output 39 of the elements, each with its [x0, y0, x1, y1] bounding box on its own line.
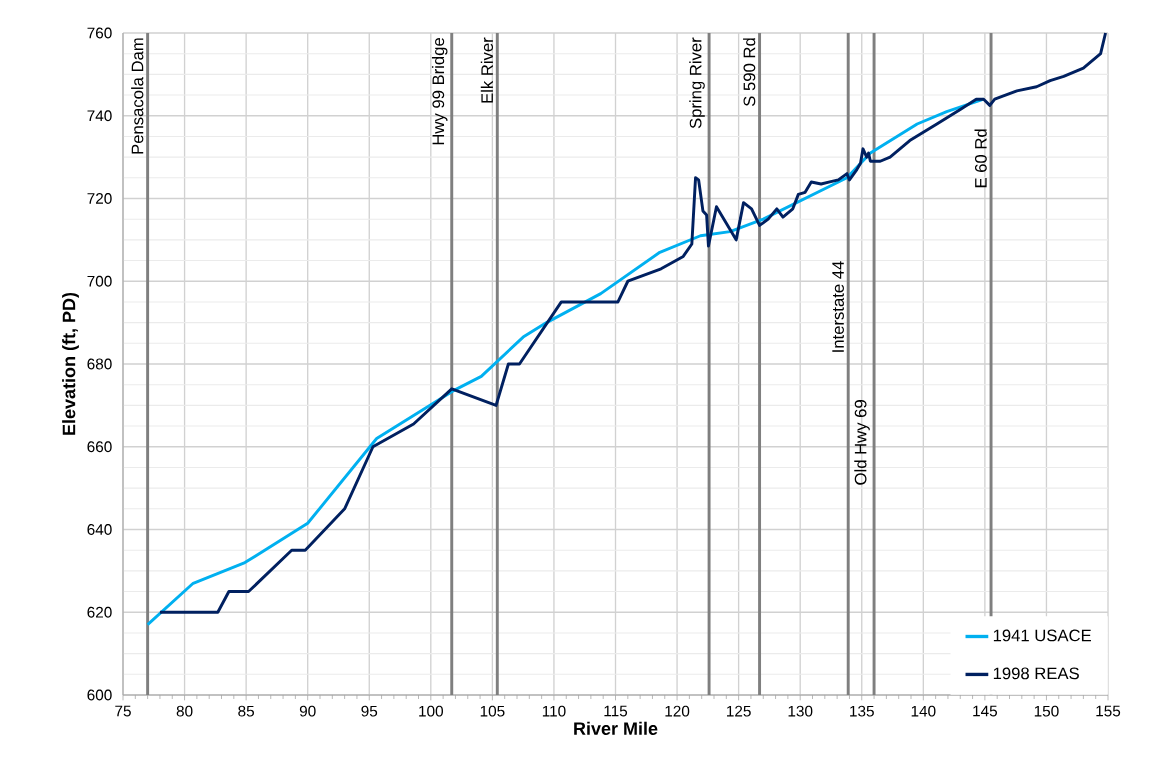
y-tick-label: 680	[87, 358, 112, 370]
x-tick-label: 145	[973, 705, 998, 717]
y-tick-label: 660	[87, 441, 112, 453]
y-tick-label: 700	[87, 275, 112, 287]
y-tick-label: 740	[87, 110, 112, 122]
legend-label: 1941 USACE	[993, 629, 1091, 642]
ref-line-label: E 60 Rd	[974, 129, 987, 188]
ref-line-label: S 590 Rd	[743, 38, 756, 106]
legend-label: 1998 REAS	[993, 667, 1079, 680]
y-tick-label: 620	[87, 606, 112, 618]
x-tick-label: 105	[480, 705, 505, 717]
ref-line-label: Spring River	[689, 37, 705, 129]
x-tick-label: 140	[911, 705, 936, 717]
ref-line-label: Hwy 99 Bridge	[431, 38, 448, 145]
ref-line-label: Elk River	[480, 37, 494, 103]
y-axis-title: Elevation (ft, PD)	[62, 292, 79, 435]
x-axis-title: River Mile	[574, 721, 658, 735]
ref-line-label: Pensacola Dam	[131, 38, 144, 154]
line-series	[158, 31, 1108, 614]
x-tick-label: 110	[542, 705, 566, 717]
x-tick-label: 155	[1096, 705, 1121, 717]
x-tick-label: 125	[727, 705, 751, 717]
ref-line-label: Old Hwy 69	[854, 400, 870, 485]
x-tick-label: 120	[665, 705, 690, 717]
y-tick-label: 600	[87, 689, 112, 701]
x-tick-label: 130	[788, 705, 813, 717]
y-tick-label: 720	[87, 193, 112, 204]
x-tick-label: 80	[176, 705, 193, 717]
x-tick-label: 90	[299, 705, 316, 717]
x-tick-label: 85	[238, 705, 255, 717]
x-tick-label: 135	[850, 705, 874, 717]
x-tick-label: 150	[1034, 705, 1059, 717]
y-tick-label: 760	[87, 27, 112, 39]
x-tick-label: 115	[604, 705, 628, 717]
y-tick-label: 640	[87, 524, 112, 535]
x-tick-label: 75	[115, 705, 131, 717]
ref-line-label: Interstate 44	[832, 261, 844, 352]
x-tick-label: 100	[419, 705, 443, 717]
x-tick-label: 95	[361, 705, 378, 717]
